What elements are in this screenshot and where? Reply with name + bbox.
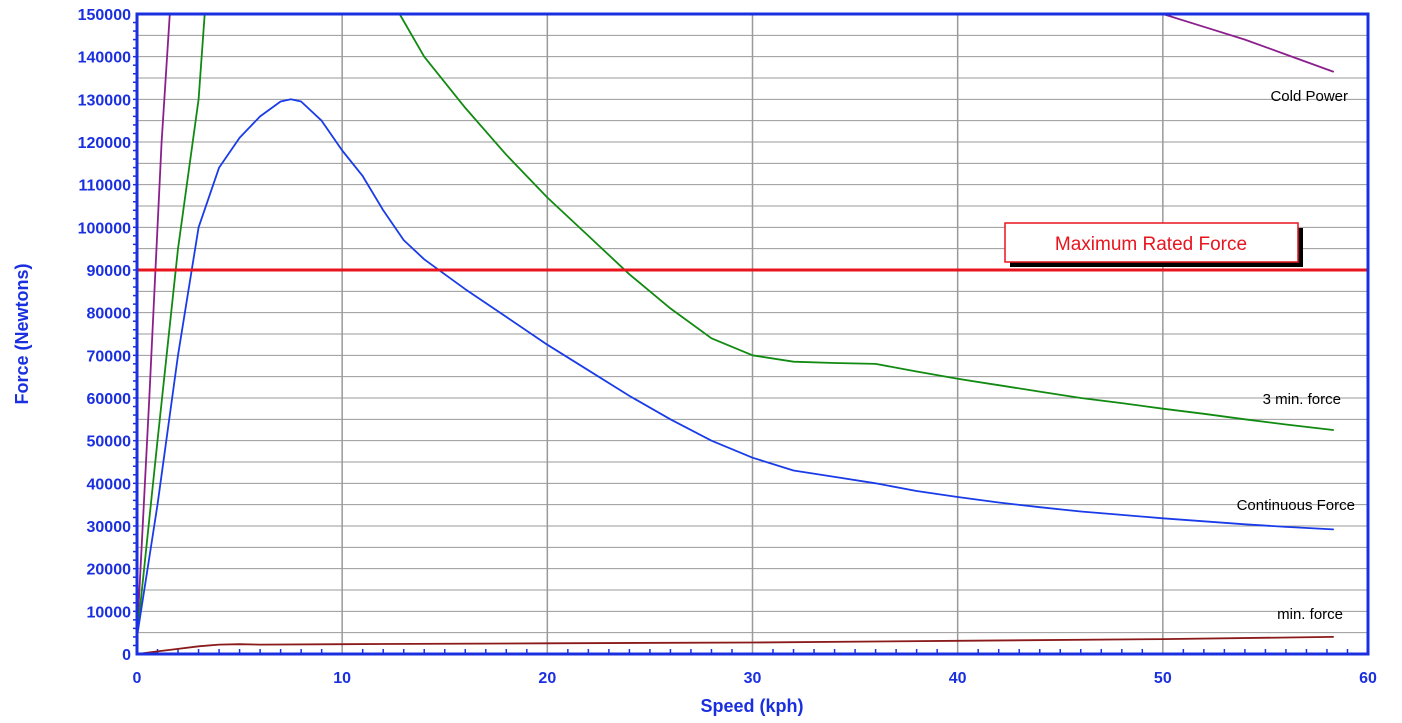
x-tick-label: 0 [133,670,142,687]
y-axis-title: Force (Newtons) [12,263,32,404]
tick-labels: 0 10 20 30 40 50 60 0 10000 20000 30000 40000 50000 6… [78,7,1377,687]
series-line-3-min-force [137,14,1334,638]
series-label-3-min-force: 3 min. force [1263,391,1341,408]
y-tick-label: 60000 [87,391,132,408]
y-tick-label: 70000 [87,348,132,365]
max-rated-force-annotation: Maximum Rated Force [1004,222,1303,267]
x-tick-label: 40 [949,670,967,687]
x-tick-label: 60 [1359,670,1377,687]
y-tick-label: 50000 [87,434,132,451]
series-label-cold-power: Cold Power [1270,88,1348,105]
series-line-cold-power [137,14,1334,638]
y-tick-label: 40000 [87,476,132,493]
y-tick-label: 110000 [78,178,131,195]
y-tick-label: 120000 [78,135,131,152]
plot-area-frame [135,12,1370,656]
series-label-min-force: min. force [1277,606,1343,623]
y-tick-label: 10000 [87,604,132,621]
x-axis-title: Speed (kph) [700,696,803,716]
series-line-continuous-force [137,98,1334,638]
y-tick-label: 140000 [78,50,131,67]
y-tick-label: 20000 [87,562,132,579]
y-tick-label: 100000 [78,220,131,237]
y-tick-label: 80000 [87,306,132,323]
x-tick-label: 20 [538,670,556,687]
x-tick-label: 30 [744,670,762,687]
series-lines [137,14,1334,654]
annotation-box [1004,222,1299,263]
y-tick-label: 130000 [78,92,131,109]
y-tick-label: 150000 [78,7,131,24]
series-line-min-force [137,636,1334,654]
x-tick-label: 10 [333,670,351,687]
y-tick-label: 30000 [87,519,132,536]
annotation-label: Maximum Rated Force [1055,234,1247,255]
y-tick-label: 0 [122,647,131,664]
series-label-continuous-force: Continuous Force [1237,497,1355,514]
y-tick-label: 90000 [87,263,132,280]
x-tick-label: 50 [1154,670,1172,687]
